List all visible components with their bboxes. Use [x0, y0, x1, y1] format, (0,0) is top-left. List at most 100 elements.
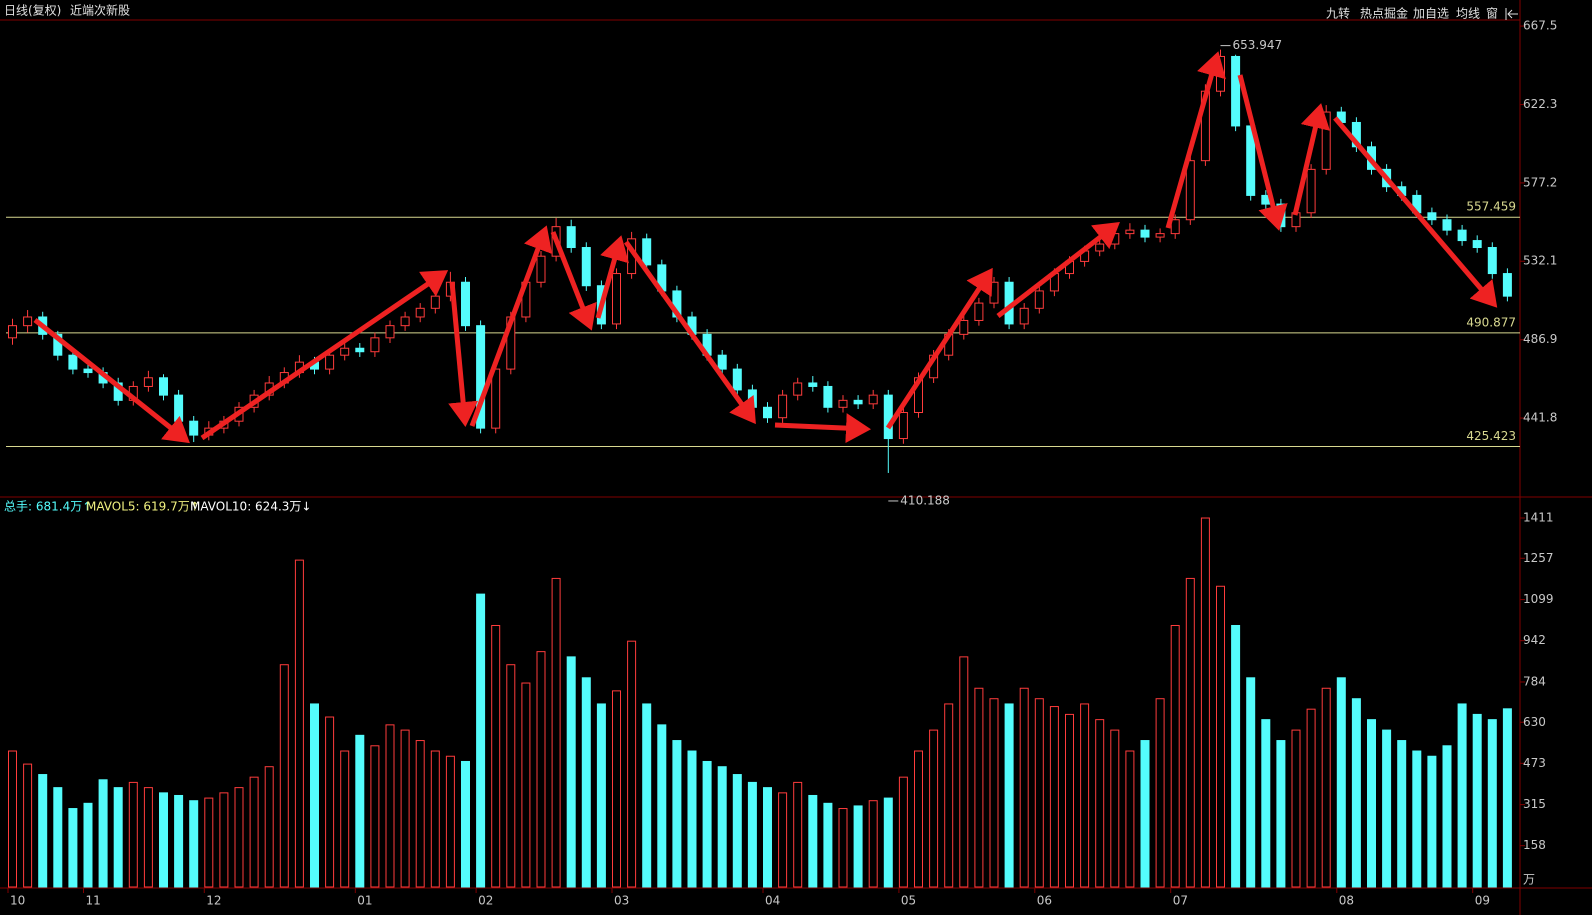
candle-body [370, 337, 380, 353]
candle-body [385, 325, 395, 339]
volume-bar [83, 802, 93, 888]
button[interactable]: 九转 [1326, 6, 1350, 21]
volume-bar [1110, 729, 1120, 888]
y-tick-label: 784 [1523, 674, 1546, 688]
candle-body [1185, 160, 1195, 221]
candle-body [159, 377, 168, 396]
level-label: 425.423 [1466, 429, 1516, 443]
candle-body [536, 255, 546, 283]
candle-body [143, 377, 153, 387]
y-tick-label: 630 [1523, 715, 1546, 729]
legend-mavol10: MAVOL10: 624.3万↓ [190, 500, 311, 514]
candle-body [959, 319, 969, 335]
volume-bar [1170, 624, 1180, 888]
volume-bar [279, 664, 289, 888]
trend-arrow [595, 235, 630, 319]
volume-bar [1034, 698, 1044, 888]
candle-body [612, 273, 621, 325]
y-tick-label: 1099 [1523, 592, 1554, 606]
button[interactable]: 加自选 [1413, 7, 1449, 21]
trend-arrow [200, 270, 449, 441]
volume-bar [929, 729, 939, 888]
x-tick-label: 06 [1037, 894, 1052, 908]
volume-bar [38, 774, 48, 888]
volume-bar [1095, 719, 1105, 888]
volume-bar [1185, 577, 1195, 888]
volume-bar [732, 774, 742, 888]
x-tick-label: 11 [86, 894, 101, 908]
volume-bar [294, 559, 304, 888]
volume-bar [702, 760, 712, 888]
volume-bar [566, 656, 576, 888]
candle-body [1442, 219, 1452, 231]
volume-bar [1457, 703, 1467, 888]
candle-body [747, 389, 757, 408]
trend-arrow [448, 281, 479, 427]
volume-bar [53, 787, 63, 888]
x-tick-label: 07 [1173, 894, 1188, 908]
y-tick-label: 473 [1523, 756, 1546, 770]
candle-body [1125, 229, 1135, 235]
annotation-label: 410.188 [900, 493, 950, 507]
trend-arrow [550, 231, 597, 331]
candle-body [415, 307, 425, 318]
x-tick-label: 01 [357, 894, 372, 908]
x-tick-label: 10 [10, 894, 25, 908]
trend-arrow [1237, 74, 1288, 231]
volume-bar [1472, 713, 1482, 888]
exit-icon[interactable] [1505, 8, 1518, 20]
volume-bar [1155, 698, 1165, 888]
y-tick-label: 315 [1523, 797, 1546, 811]
volume-bar [536, 651, 546, 888]
button[interactable]: 热点掘金 [1360, 6, 1408, 21]
candle-body [898, 412, 908, 440]
volume-bar [853, 805, 863, 888]
volume-bar [159, 792, 168, 888]
volume-bar [400, 729, 410, 888]
y-tick-label: 532.1 [1523, 254, 1557, 268]
volume-bar [461, 760, 470, 888]
volume-bar [204, 797, 214, 888]
candle-body [1110, 233, 1120, 245]
volume-bar [1065, 713, 1074, 888]
candle-body [566, 226, 576, 249]
candle-body [883, 394, 893, 440]
candle-body [581, 247, 591, 287]
volume-bar [1487, 719, 1497, 888]
x-tick-label: 04 [765, 894, 780, 908]
y-tick-label: 577.2 [1523, 175, 1557, 189]
y-tick-label: 158 [1523, 838, 1546, 852]
y-tick-label: 1411 [1523, 511, 1554, 525]
legend-volume: 总手: 681.4万↑ [4, 500, 92, 514]
volume-bar [1261, 719, 1271, 888]
trend-arrow [1292, 103, 1331, 216]
candle-body [1321, 111, 1331, 170]
x-tick-label: 09 [1475, 894, 1490, 908]
volume-bar [385, 724, 395, 888]
volume-bar [672, 740, 682, 888]
volume-bar [415, 740, 425, 888]
x-tick-label: 05 [901, 894, 916, 908]
candle-body [1019, 307, 1029, 325]
candle-body [476, 325, 486, 429]
y-tick-label: 486.9 [1523, 332, 1557, 346]
volume-bar [657, 724, 667, 888]
button[interactable]: 均线 [1456, 7, 1480, 21]
volume-bar [1442, 745, 1452, 888]
trend-arrow [774, 413, 871, 444]
legend-mavol5: MAVOL5: 619.7万↑ [86, 500, 200, 514]
volume-bar [1125, 750, 1135, 888]
button[interactable]: 窗 [1486, 7, 1498, 21]
candle-body [461, 281, 470, 327]
candle-body [325, 354, 335, 370]
candle-body [1472, 240, 1482, 249]
candle-body [1231, 55, 1241, 127]
volume-bar [596, 703, 606, 888]
volume-bar [189, 800, 199, 888]
volume-bar [959, 656, 969, 888]
volume-bar [808, 794, 818, 888]
volume-bar [1291, 729, 1301, 888]
candle-body [1095, 243, 1105, 252]
volume-bar [1080, 703, 1090, 888]
